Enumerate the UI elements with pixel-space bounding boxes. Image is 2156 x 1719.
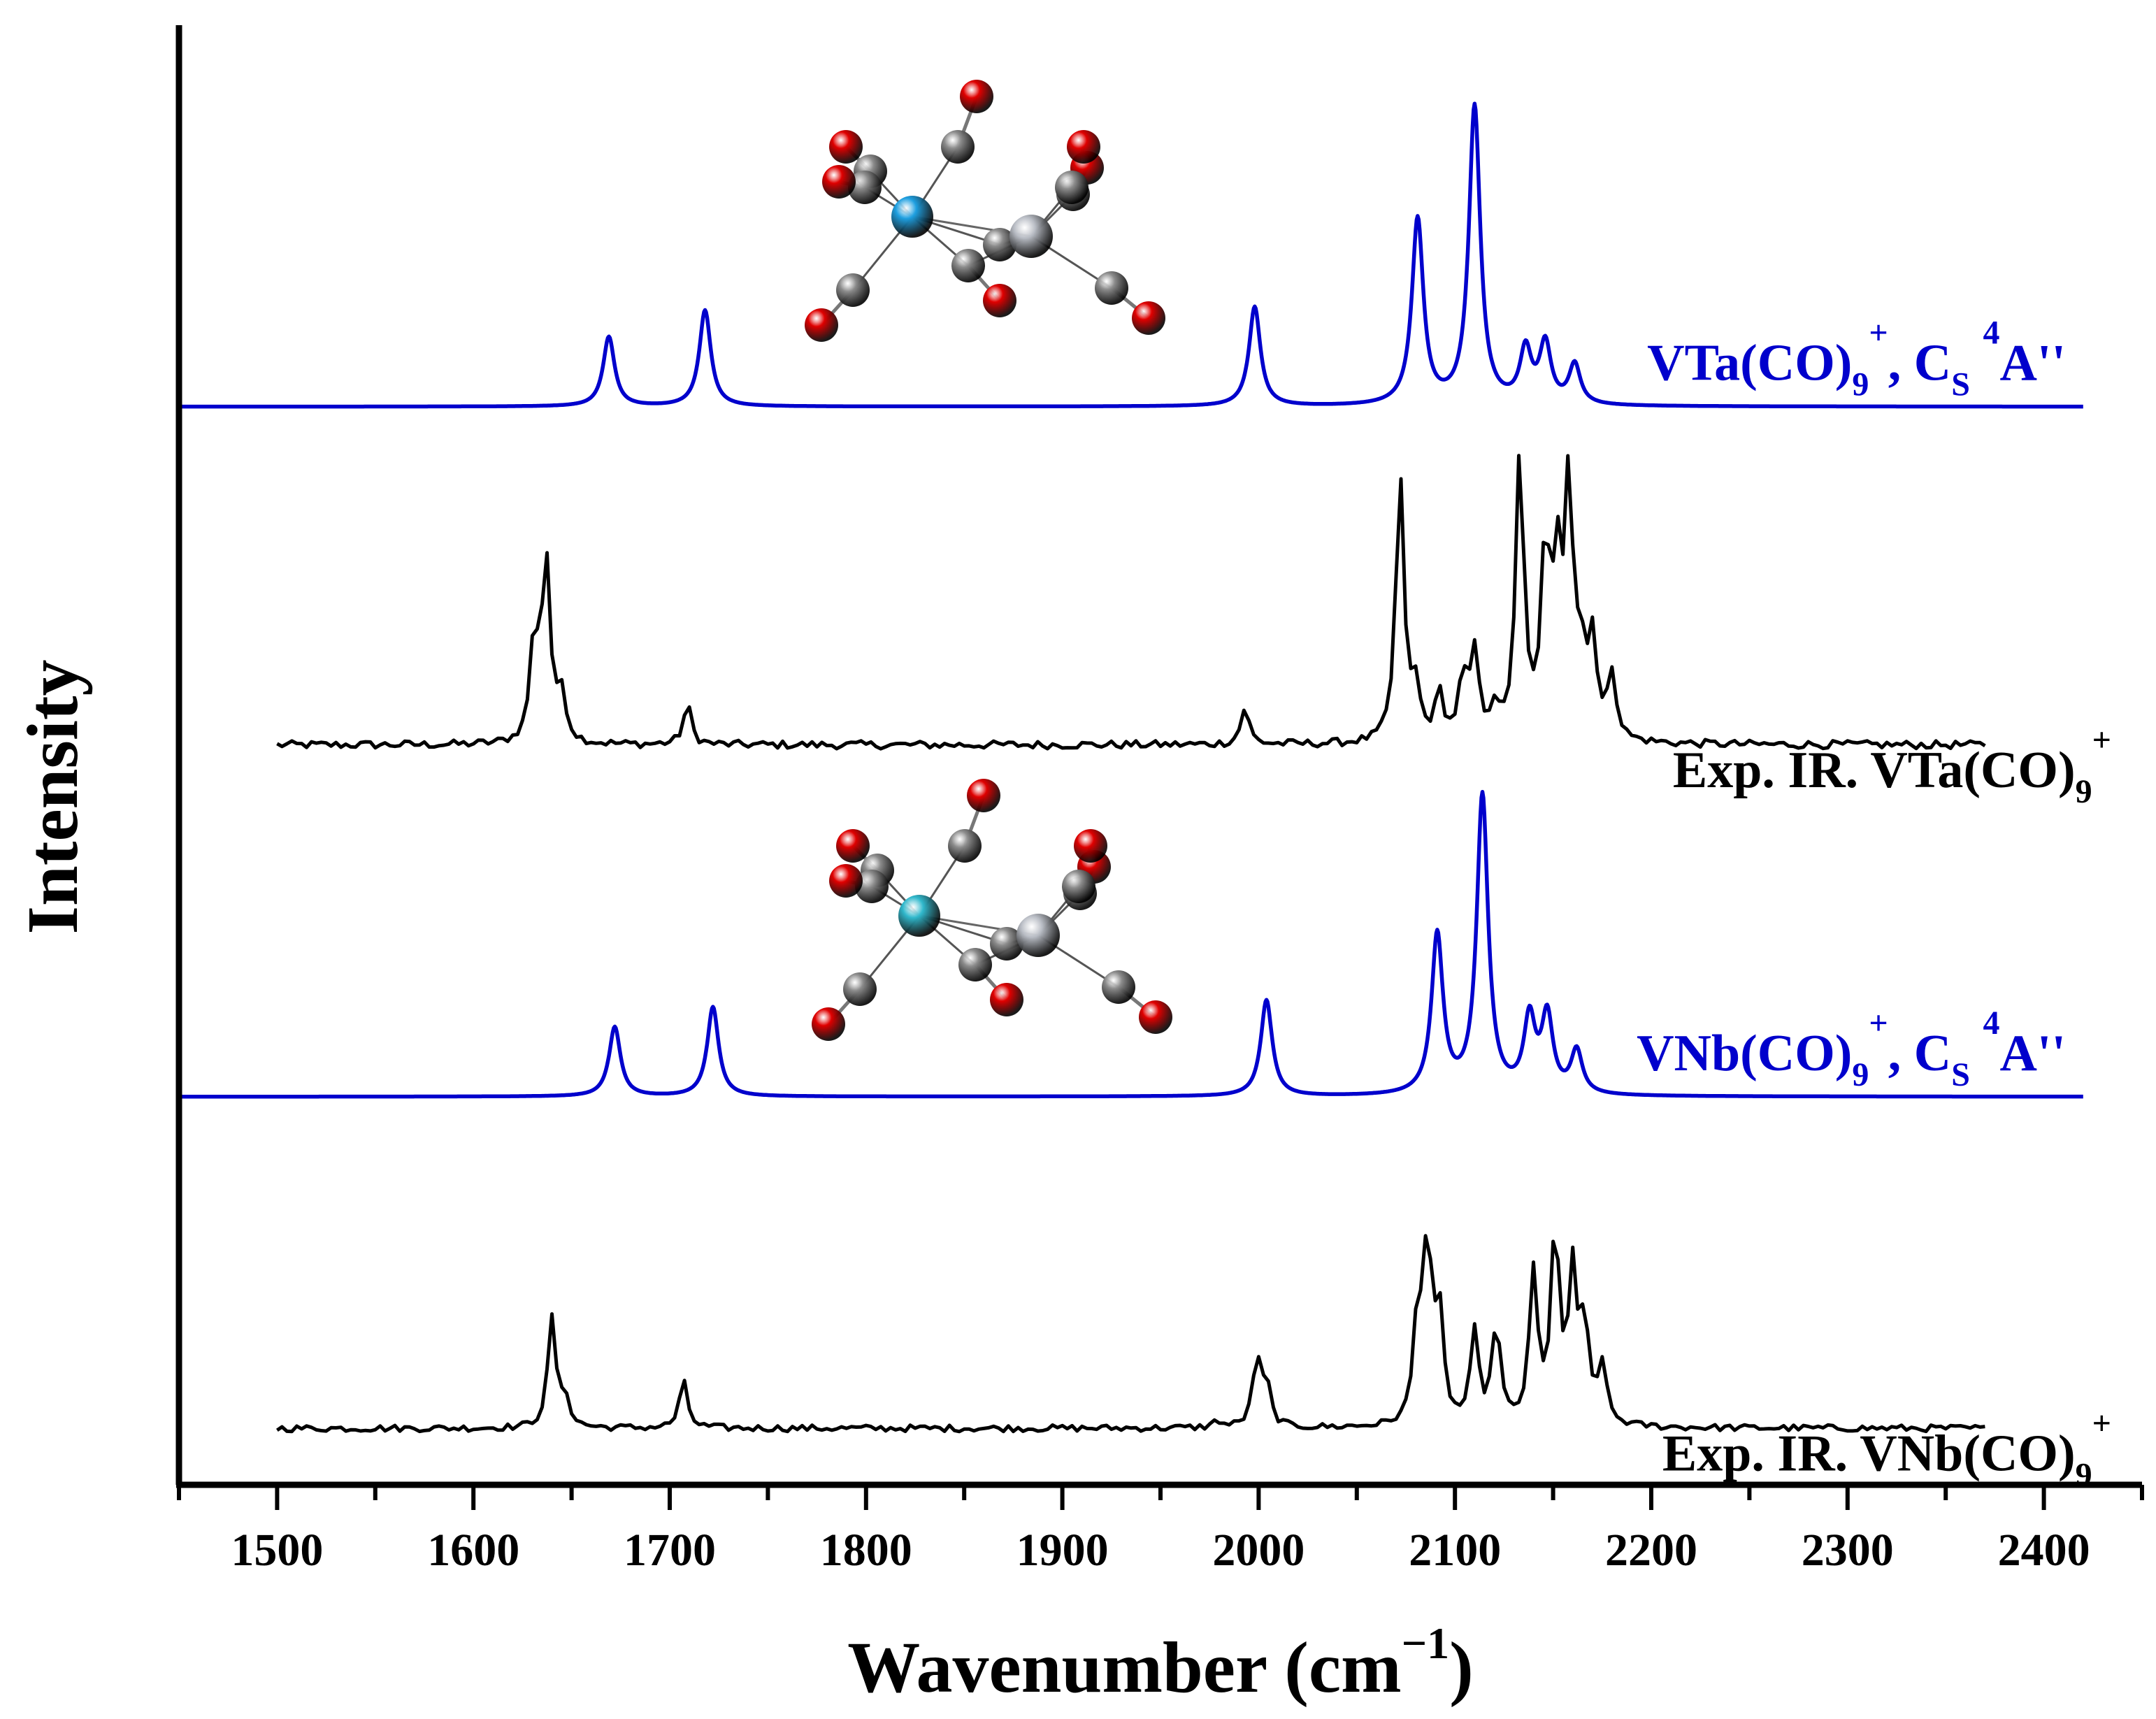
series-label-part: A'' — [1999, 1025, 2066, 1082]
vanadium-atom — [1009, 215, 1053, 258]
series-2 — [178, 789, 2085, 1099]
series-label-part: Exp. IR. VTa(CO) — [1673, 742, 2076, 799]
x-tick-label: 1800 — [820, 1525, 912, 1576]
series-3 — [275, 1234, 1985, 1434]
molecule-structures — [805, 80, 1172, 1041]
oxygen-atom — [812, 1007, 845, 1041]
x-axis-label: Wavenumber (cm−1) — [847, 1618, 1474, 1708]
series-label-part: + — [1869, 315, 1888, 352]
oxygen-atom — [1139, 1000, 1172, 1034]
oxygen-atom — [967, 779, 1000, 812]
oxygen-atom — [1074, 829, 1107, 863]
series-label-part: VTa(CO) — [1647, 335, 1852, 392]
molecule-1 — [812, 779, 1172, 1041]
oxygen-atom — [829, 864, 863, 898]
series-label-part: 4 — [1983, 1005, 1999, 1042]
series-label-part — [1970, 1025, 1983, 1082]
x-tick-label: 2200 — [1605, 1525, 1697, 1576]
carbon-atom — [958, 948, 992, 981]
series-label-part: + — [2092, 721, 2111, 758]
axes: 1500 1600 1700 1800 1900 2000 2100 2200 2300 2400… — [13, 25, 2144, 1708]
carbon-atom — [1102, 970, 1135, 1004]
series-label-part — [1970, 335, 1983, 392]
series-0 — [178, 101, 2085, 409]
series-line-3 — [275, 1234, 1985, 1434]
series-label-3: Exp. IR. VNb(CO)9+ — [1662, 1404, 2111, 1493]
series-1 — [276, 454, 1986, 751]
carbon-atom — [1055, 171, 1088, 204]
oxygen-atom — [960, 80, 993, 113]
series-line-1 — [276, 454, 1986, 751]
oxygen-atom — [805, 308, 838, 342]
series-line-2 — [178, 789, 2085, 1099]
series-label-part: , C — [1888, 335, 1951, 392]
series-label-part: , C — [1888, 1025, 1951, 1082]
series-label-part: S — [1951, 1056, 1970, 1093]
carbon-atom — [948, 829, 982, 863]
y-axis-label: Intensity — [13, 660, 93, 935]
series-label-2: VNb(CO)9+, CS 4A'' — [1637, 1005, 2066, 1093]
series-label-part: A'' — [1999, 335, 2066, 392]
metal-atom — [898, 895, 940, 937]
carbon-atom — [836, 273, 870, 307]
series-labels: VTa(CO)9+, CS 4A''Exp. IR. VTa(CO)9+VNb(… — [1637, 315, 2111, 1494]
carbon-atom — [843, 972, 877, 1006]
carbon-atom — [1095, 271, 1128, 305]
metal-atom — [891, 196, 933, 238]
series-label-part: 9 — [2076, 773, 2092, 810]
x-tick-label: 1900 — [1016, 1525, 1109, 1576]
series-label-part: S — [1951, 366, 1970, 403]
molecule-0 — [805, 80, 1165, 342]
carbon-atom — [855, 870, 889, 903]
carbon-atom — [941, 130, 975, 164]
oxygen-atom — [822, 165, 856, 199]
carbon-atom — [848, 171, 882, 204]
vanadium-atom — [1016, 914, 1060, 957]
x-tick-label: 2000 — [1212, 1525, 1305, 1576]
carbon-atom — [1062, 870, 1095, 903]
oxygen-atom — [990, 983, 1023, 1016]
carbon-atom — [990, 927, 1023, 961]
x-tick-label: 2300 — [1802, 1525, 1894, 1576]
x-tick-label: 2100 — [1409, 1525, 1501, 1576]
series-label-part: + — [1869, 1005, 1888, 1042]
series-label-0: VTa(CO)9+, CS 4A'' — [1647, 315, 2066, 403]
series-label-part: 9 — [1852, 366, 1869, 403]
series-label-part: 9 — [1852, 1056, 1869, 1093]
series-line-0 — [178, 101, 2085, 409]
oxygen-atom — [983, 284, 1016, 317]
oxygen-atom — [829, 130, 863, 164]
series-label-1: Exp. IR. VTa(CO)9+ — [1673, 721, 2111, 810]
oxygen-atom — [836, 829, 870, 863]
series-label-part: 4 — [1983, 315, 1999, 352]
spectra-series — [178, 101, 2085, 1434]
series-label-part: VNb(CO) — [1637, 1025, 1852, 1082]
oxygen-atom — [1067, 130, 1100, 164]
series-label-part: + — [2092, 1404, 2111, 1441]
x-tick-label: 2400 — [1998, 1525, 2090, 1576]
x-tick-label: 1500 — [231, 1525, 323, 1576]
x-tick-label: 1600 — [427, 1525, 519, 1576]
carbon-atom — [983, 228, 1016, 261]
carbon-atom — [951, 249, 985, 282]
x-tick-label: 1700 — [624, 1525, 716, 1576]
series-label-part: Exp. IR. VNb(CO) — [1662, 1425, 2076, 1482]
oxygen-atom — [1132, 301, 1165, 335]
